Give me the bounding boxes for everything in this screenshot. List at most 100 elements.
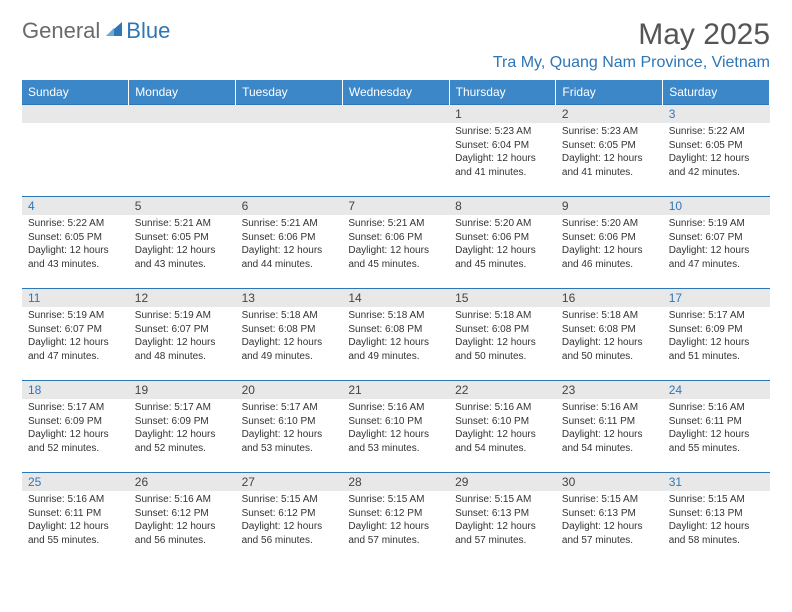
calendar-day-cell: 2Sunrise: 5:23 AMSunset: 6:05 PMDaylight…	[556, 105, 663, 197]
sunset-line: Sunset: 6:13 PM	[562, 507, 657, 521]
day-detail: Sunrise: 5:22 AMSunset: 6:05 PMDaylight:…	[22, 215, 129, 275]
calendar-day-cell: 12Sunrise: 5:19 AMSunset: 6:07 PMDayligh…	[129, 289, 236, 381]
sunset-line: Sunset: 6:04 PM	[455, 139, 550, 153]
calendar-day-cell	[342, 105, 449, 197]
sunrise-line: Sunrise: 5:19 AM	[669, 217, 764, 231]
day-detail: Sunrise: 5:16 AMSunset: 6:10 PMDaylight:…	[342, 399, 449, 459]
location-text: Tra My, Quang Nam Province, Vietnam	[493, 54, 770, 72]
day-detail: Sunrise: 5:15 AMSunset: 6:12 PMDaylight:…	[236, 491, 343, 551]
daylight-line: Daylight: 12 hours and 57 minutes.	[348, 520, 443, 547]
day-detail: Sunrise: 5:18 AMSunset: 6:08 PMDaylight:…	[236, 307, 343, 367]
daylight-line: Daylight: 12 hours and 41 minutes.	[562, 152, 657, 179]
sunrise-line: Sunrise: 5:17 AM	[135, 401, 230, 415]
sunset-line: Sunset: 6:09 PM	[135, 415, 230, 429]
weekday-header: Wednesday	[342, 80, 449, 105]
calendar-day-cell: 4Sunrise: 5:22 AMSunset: 6:05 PMDaylight…	[22, 197, 129, 289]
logo-text-general: General	[22, 18, 100, 44]
day-number: 28	[342, 473, 449, 491]
weekday-header: Saturday	[663, 80, 770, 105]
sunrise-line: Sunrise: 5:15 AM	[242, 493, 337, 507]
calendar-day-cell: 23Sunrise: 5:16 AMSunset: 6:11 PMDayligh…	[556, 381, 663, 473]
calendar-week-row: 25Sunrise: 5:16 AMSunset: 6:11 PMDayligh…	[22, 473, 770, 565]
weekday-header: Sunday	[22, 80, 129, 105]
day-number: 8	[449, 197, 556, 215]
month-title: May 2025	[493, 18, 770, 52]
sunrise-line: Sunrise: 5:21 AM	[348, 217, 443, 231]
day-number: 4	[22, 197, 129, 215]
sunset-line: Sunset: 6:11 PM	[669, 415, 764, 429]
daylight-line: Daylight: 12 hours and 53 minutes.	[348, 428, 443, 455]
sunset-line: Sunset: 6:11 PM	[28, 507, 123, 521]
daylight-line: Daylight: 12 hours and 45 minutes.	[455, 244, 550, 271]
daylight-line: Daylight: 12 hours and 49 minutes.	[348, 336, 443, 363]
calendar-day-cell: 22Sunrise: 5:16 AMSunset: 6:10 PMDayligh…	[449, 381, 556, 473]
sunrise-line: Sunrise: 5:16 AM	[348, 401, 443, 415]
day-number: 14	[342, 289, 449, 307]
calendar-day-cell: 19Sunrise: 5:17 AMSunset: 6:09 PMDayligh…	[129, 381, 236, 473]
calendar-day-cell: 5Sunrise: 5:21 AMSunset: 6:05 PMDaylight…	[129, 197, 236, 289]
sunset-line: Sunset: 6:06 PM	[455, 231, 550, 245]
calendar-day-cell: 21Sunrise: 5:16 AMSunset: 6:10 PMDayligh…	[342, 381, 449, 473]
daylight-line: Daylight: 12 hours and 54 minutes.	[455, 428, 550, 455]
day-detail: Sunrise: 5:15 AMSunset: 6:13 PMDaylight:…	[449, 491, 556, 551]
day-detail: Sunrise: 5:23 AMSunset: 6:04 PMDaylight:…	[449, 123, 556, 183]
calendar-day-cell: 24Sunrise: 5:16 AMSunset: 6:11 PMDayligh…	[663, 381, 770, 473]
daylight-line: Daylight: 12 hours and 45 minutes.	[348, 244, 443, 271]
sunset-line: Sunset: 6:10 PM	[242, 415, 337, 429]
calendar-week-row: 11Sunrise: 5:19 AMSunset: 6:07 PMDayligh…	[22, 289, 770, 381]
daylight-line: Daylight: 12 hours and 57 minutes.	[562, 520, 657, 547]
calendar-day-cell: 14Sunrise: 5:18 AMSunset: 6:08 PMDayligh…	[342, 289, 449, 381]
calendar-day-cell: 13Sunrise: 5:18 AMSunset: 6:08 PMDayligh…	[236, 289, 343, 381]
daylight-line: Daylight: 12 hours and 47 minutes.	[669, 244, 764, 271]
day-detail: Sunrise: 5:20 AMSunset: 6:06 PMDaylight:…	[449, 215, 556, 275]
daylight-line: Daylight: 12 hours and 53 minutes.	[242, 428, 337, 455]
day-detail: Sunrise: 5:18 AMSunset: 6:08 PMDaylight:…	[556, 307, 663, 367]
sunrise-line: Sunrise: 5:17 AM	[242, 401, 337, 415]
calendar-day-cell: 7Sunrise: 5:21 AMSunset: 6:06 PMDaylight…	[342, 197, 449, 289]
daylight-line: Daylight: 12 hours and 56 minutes.	[135, 520, 230, 547]
daylight-line: Daylight: 12 hours and 42 minutes.	[669, 152, 764, 179]
day-number: 9	[556, 197, 663, 215]
day-detail: Sunrise: 5:20 AMSunset: 6:06 PMDaylight:…	[556, 215, 663, 275]
sunset-line: Sunset: 6:11 PM	[562, 415, 657, 429]
day-number: 3	[663, 105, 770, 123]
sunrise-line: Sunrise: 5:18 AM	[242, 309, 337, 323]
day-detail: Sunrise: 5:17 AMSunset: 6:09 PMDaylight:…	[663, 307, 770, 367]
calendar-day-cell	[22, 105, 129, 197]
daylight-line: Daylight: 12 hours and 52 minutes.	[28, 428, 123, 455]
day-detail: Sunrise: 5:17 AMSunset: 6:09 PMDaylight:…	[129, 399, 236, 459]
daylight-line: Daylight: 12 hours and 43 minutes.	[28, 244, 123, 271]
day-number: 23	[556, 381, 663, 399]
day-detail: Sunrise: 5:23 AMSunset: 6:05 PMDaylight:…	[556, 123, 663, 183]
sunrise-line: Sunrise: 5:16 AM	[669, 401, 764, 415]
sunset-line: Sunset: 6:07 PM	[135, 323, 230, 337]
calendar-table: Sunday Monday Tuesday Wednesday Thursday…	[22, 80, 770, 565]
daylight-line: Daylight: 12 hours and 41 minutes.	[455, 152, 550, 179]
calendar-day-cell: 28Sunrise: 5:15 AMSunset: 6:12 PMDayligh…	[342, 473, 449, 565]
day-number: 16	[556, 289, 663, 307]
day-detail: Sunrise: 5:17 AMSunset: 6:10 PMDaylight:…	[236, 399, 343, 459]
day-number: 1	[449, 105, 556, 123]
sunrise-line: Sunrise: 5:17 AM	[669, 309, 764, 323]
sunset-line: Sunset: 6:10 PM	[348, 415, 443, 429]
daylight-line: Daylight: 12 hours and 50 minutes.	[562, 336, 657, 363]
day-number: 10	[663, 197, 770, 215]
sunrise-line: Sunrise: 5:15 AM	[562, 493, 657, 507]
day-detail: Sunrise: 5:17 AMSunset: 6:09 PMDaylight:…	[22, 399, 129, 459]
sunset-line: Sunset: 6:06 PM	[562, 231, 657, 245]
daylight-line: Daylight: 12 hours and 43 minutes.	[135, 244, 230, 271]
calendar-day-cell	[129, 105, 236, 197]
sunrise-line: Sunrise: 5:16 AM	[28, 493, 123, 507]
sunset-line: Sunset: 6:05 PM	[562, 139, 657, 153]
day-number: 7	[342, 197, 449, 215]
daylight-line: Daylight: 12 hours and 46 minutes.	[562, 244, 657, 271]
day-number: 12	[129, 289, 236, 307]
logo-text-blue: Blue	[126, 18, 170, 44]
sunset-line: Sunset: 6:08 PM	[242, 323, 337, 337]
daylight-line: Daylight: 12 hours and 55 minutes.	[669, 428, 764, 455]
sunset-line: Sunset: 6:10 PM	[455, 415, 550, 429]
sunset-line: Sunset: 6:08 PM	[348, 323, 443, 337]
day-number: 6	[236, 197, 343, 215]
day-number: 2	[556, 105, 663, 123]
day-detail: Sunrise: 5:16 AMSunset: 6:11 PMDaylight:…	[663, 399, 770, 459]
